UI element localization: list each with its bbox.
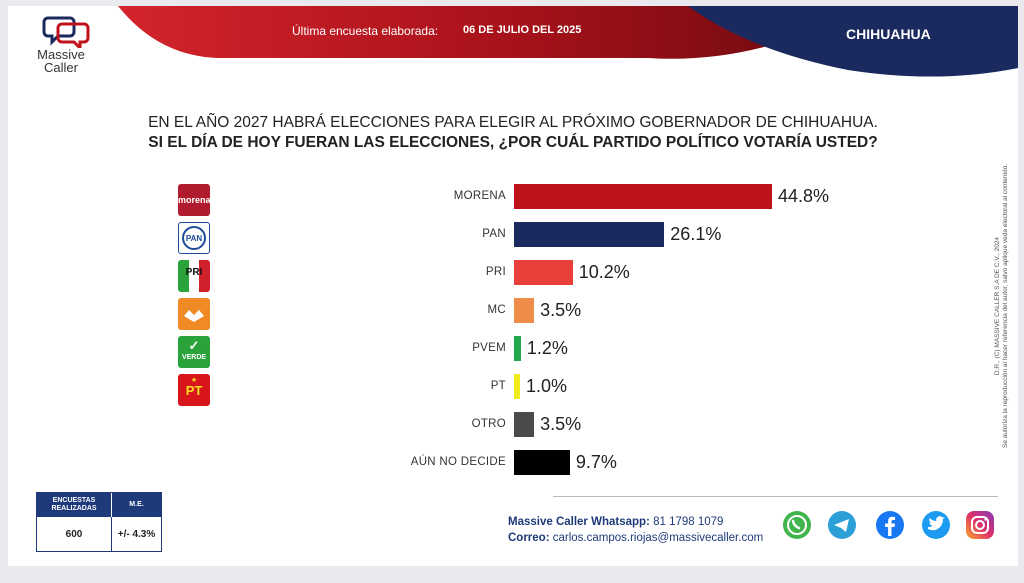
question-line2: SI EL DÍA DE HOY FUERAN LAS ELECCIONES, … xyxy=(148,134,878,151)
bar xyxy=(514,298,535,323)
mc-logo-icon xyxy=(178,298,210,330)
brand-line1: Massive xyxy=(37,47,85,62)
survey-date: 06 DE JULIO DEL 2025 xyxy=(463,24,582,36)
copyright-note: D.R., (C) MASSIVE CALLER S.A DE C.V., 20… xyxy=(994,126,1009,486)
value-label: 9.7% xyxy=(575,452,617,472)
bar xyxy=(514,374,520,399)
value-label: 1.0% xyxy=(526,376,568,396)
red-band xyxy=(118,6,768,59)
footer-divider xyxy=(553,496,998,497)
category-label: PAN xyxy=(482,228,506,240)
bar xyxy=(514,222,665,247)
massive-caller-logo-icon xyxy=(42,16,90,48)
value-label: 3.5% xyxy=(540,300,582,320)
whatsapp-number[interactable]: 81 1798 1079 xyxy=(653,516,724,528)
value-label: 44.8% xyxy=(778,186,830,206)
pri-logo-icon: PRI xyxy=(178,260,210,292)
pt-logo-icon: ★ PT xyxy=(178,374,210,406)
bar xyxy=(514,412,535,437)
morena-logo-text: morena xyxy=(178,195,210,205)
bar xyxy=(514,184,772,209)
category-label: PVEM xyxy=(472,342,506,354)
pvem-logo-icon: ✓ VERDE xyxy=(178,336,210,368)
header-banner xyxy=(118,6,1018,77)
brand-line2: Caller xyxy=(44,60,78,75)
region-title: CHIHUAHUA xyxy=(846,26,931,42)
morena-logo-icon: morena xyxy=(178,184,210,216)
pri-logo-text: PRI xyxy=(185,267,203,278)
copyright-line2: Se autoriza la reproducción al hacer ref… xyxy=(1002,163,1009,449)
twitter-icon[interactable] xyxy=(920,509,952,541)
bar xyxy=(514,450,570,475)
value-label: 3.5% xyxy=(540,414,582,434)
category-label: PRI xyxy=(485,266,506,278)
pvem-logo-text: VERDE xyxy=(181,354,207,361)
surveys-header: ENCUESTAS REALIZADAS xyxy=(37,493,111,517)
survey-label: Última encuesta elaborada: xyxy=(292,24,439,38)
telegram-icon[interactable] xyxy=(826,509,858,541)
category-label: PT xyxy=(490,380,506,392)
value-label: 1.2% xyxy=(526,338,568,358)
question-line1: EN EL AÑO 2027 HABRÁ ELECCIONES PARA ELE… xyxy=(148,114,878,131)
survey-stats-box: ENCUESTAS REALIZADAS M.E. 600 +/- 4.3% xyxy=(36,492,162,552)
facebook-icon[interactable] xyxy=(874,509,906,541)
pan-logo-text: PAN xyxy=(182,226,206,250)
navy-band xyxy=(688,6,1018,77)
instagram-icon[interactable] xyxy=(964,509,996,541)
pan-logo-icon: PAN xyxy=(178,222,210,254)
bar xyxy=(514,336,521,361)
bar xyxy=(514,260,573,285)
infographic: { "header": { "brand_line1": "Massive", … xyxy=(8,6,1018,566)
value-label: 10.2% xyxy=(578,262,630,282)
pt-logo-text: PT xyxy=(185,383,203,398)
whatsapp-contact: Massive Caller Whatsapp: 81 1798 1079 xyxy=(508,516,723,528)
category-label: MORENA xyxy=(453,190,506,202)
brand-name: Massive Caller xyxy=(26,48,96,74)
margin-error-value: +/- 4.3% xyxy=(111,517,161,551)
email-link[interactable]: carlos.campos.riojas@massivecaller.com xyxy=(552,532,764,544)
value-label: 26.1% xyxy=(670,224,722,244)
copyright-line1: D.R., (C) MASSIVE CALLER S.A DE C.V., 20… xyxy=(994,236,1001,376)
category-label: OTRO xyxy=(471,418,506,430)
margin-error-header: M.E. xyxy=(111,493,161,517)
whatsapp-label: Massive Caller Whatsapp: xyxy=(508,516,650,528)
email-label: Correo: xyxy=(508,532,550,544)
whatsapp-icon[interactable] xyxy=(781,509,813,541)
category-label: MC xyxy=(487,304,506,316)
email-contact: Correo: carlos.campos.riojas@massivecall… xyxy=(508,532,763,544)
category-label: AÚN NO DECIDE xyxy=(410,456,506,468)
surveys-value: 600 xyxy=(65,528,83,540)
